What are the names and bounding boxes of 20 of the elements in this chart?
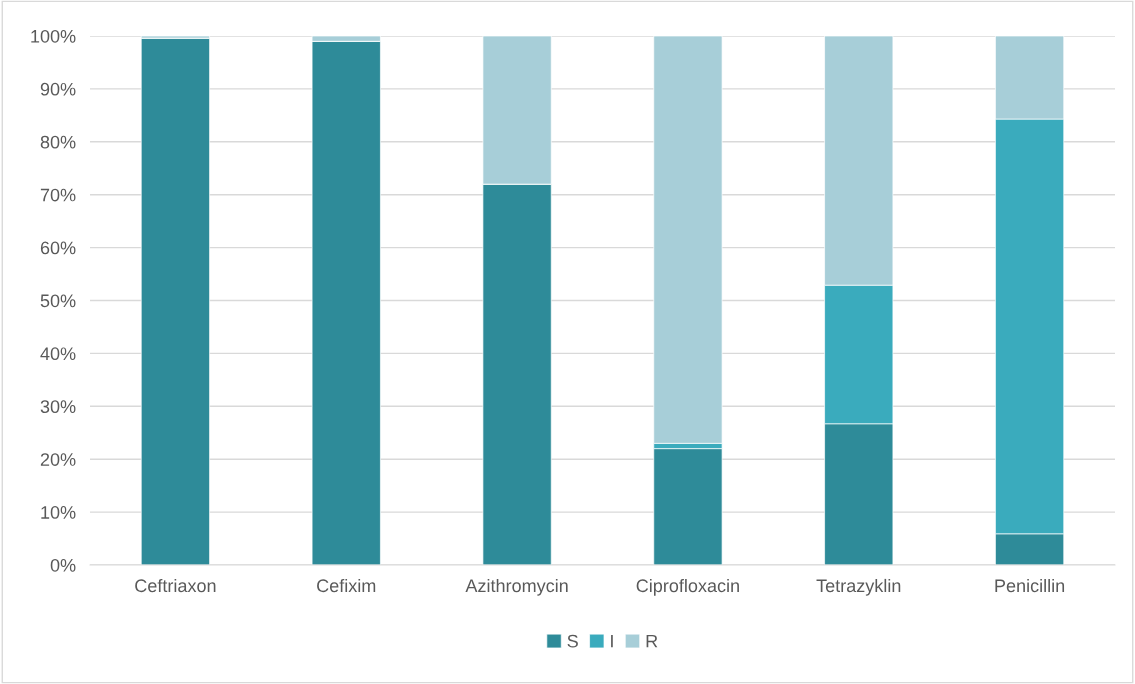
y-tick-label: 60% <box>40 241 76 255</box>
x-tick-label: Penicillin <box>995 578 1065 593</box>
x-tick-label: Ciprofloxacin <box>636 578 739 596</box>
y-tick-label: 40% <box>40 347 76 361</box>
x-tick-label: Tetrazyklin <box>816 578 901 596</box>
x-tick-label: Ceftriaxon <box>135 578 216 593</box>
legend-label: S <box>567 634 578 648</box>
y-tick-label: 20% <box>40 453 76 466</box>
y-tick-label: 0% <box>50 558 76 572</box>
y-tick-label: 10% <box>41 506 76 519</box>
y-tick-label: 30% <box>40 400 76 414</box>
y-tick-label: 90% <box>40 82 76 96</box>
y-tick-label: 100% <box>31 29 76 43</box>
y-tick-label: 50% <box>40 294 76 308</box>
legend-label: R <box>646 634 658 648</box>
x-tick-label: Cefixim <box>317 578 376 593</box>
legend-label: I <box>611 634 613 648</box>
x-tick-label: Azithromycin <box>465 578 568 596</box>
y-tick-label: 80% <box>40 135 76 149</box>
y-tick-label: 70% <box>40 188 76 202</box>
